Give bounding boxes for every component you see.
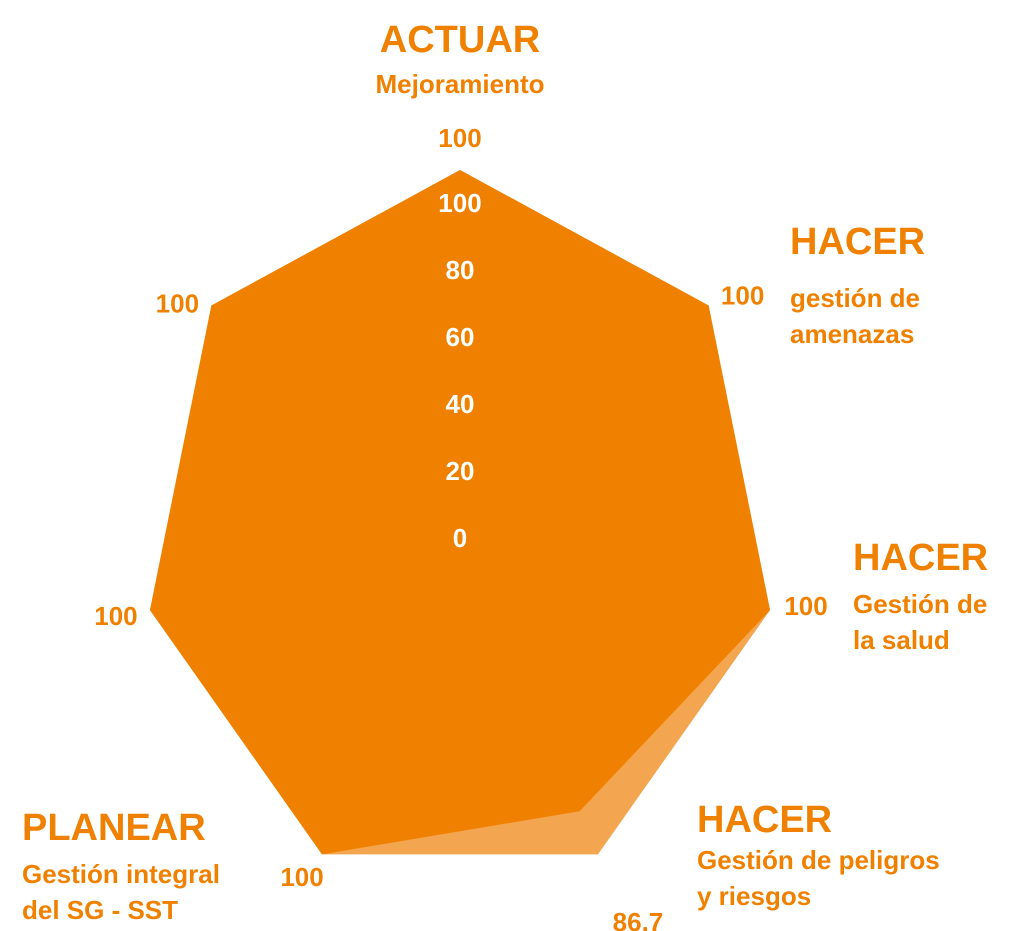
- category-label: Gestión de peligros: [697, 845, 940, 875]
- y-tick-label: 40: [446, 389, 475, 419]
- value-label: 100: [94, 601, 137, 631]
- category-label: Mejoramiento: [375, 69, 544, 99]
- value-label: 86.7: [613, 907, 664, 931]
- value-label: 100: [784, 591, 827, 621]
- category-label: Gestión de: [853, 589, 987, 619]
- y-tick-label: 20: [446, 456, 475, 486]
- category-phase: PLANEAR: [22, 807, 206, 849]
- value-label: 100: [721, 280, 764, 310]
- y-tick-label: 0: [453, 523, 467, 553]
- y-tick-label: 80: [446, 255, 475, 285]
- category-label: y riesgos: [697, 881, 811, 911]
- value-label: 100: [438, 123, 481, 153]
- category-label: amenazas: [790, 319, 914, 349]
- category-phase: HACER: [697, 799, 832, 841]
- category-phase: HACER: [790, 221, 925, 263]
- category-label: del SG - SST: [22, 895, 178, 925]
- category-phase: ACTUAR: [380, 19, 540, 61]
- y-tick-label: 100: [438, 188, 481, 218]
- category-label: la salud: [853, 625, 950, 655]
- value-label: 100: [156, 288, 199, 318]
- radar-area: [149, 170, 771, 855]
- category-label: Gestión integral: [22, 859, 220, 889]
- value-label: 100: [280, 862, 323, 892]
- category-phase: HACER: [853, 537, 988, 579]
- y-tick-label: 60: [446, 322, 475, 352]
- category-label: gestión de: [790, 283, 920, 313]
